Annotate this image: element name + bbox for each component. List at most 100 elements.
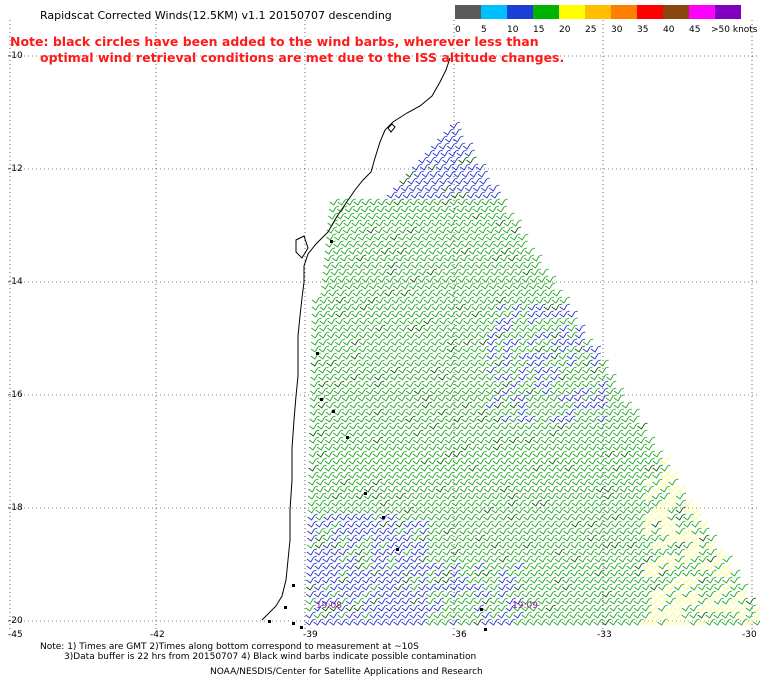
wind-barb: [472, 205, 484, 213]
legend-swatch: [715, 5, 741, 19]
wind-barb: [514, 569, 525, 577]
wind-barb: [603, 485, 615, 493]
wind-barb: [373, 240, 384, 248]
wind-barb: [511, 324, 522, 332]
wind-barb: [488, 205, 500, 213]
wind-barb: [628, 471, 639, 479]
wind-barb: [619, 513, 630, 521]
wind-barb: [505, 597, 517, 605]
wind-barb: [333, 394, 345, 402]
wind-barb: [380, 471, 391, 479]
wind-barb: [652, 450, 664, 458]
wind-barb: [514, 268, 525, 276]
wind-barb: [348, 464, 359, 472]
wind-barb: [410, 555, 421, 563]
wind-barb: [353, 618, 364, 626]
wind-barb: [409, 282, 420, 290]
wind-barb: [418, 576, 429, 584]
wind-barb: [425, 597, 437, 605]
wind-barb: [418, 156, 429, 164]
wind-barb: [455, 296, 467, 304]
wind-barb: [605, 408, 616, 416]
wind-barb: [490, 548, 502, 556]
wind-barb: [432, 212, 443, 220]
wind-barb: [444, 436, 456, 444]
wind-barb: [322, 268, 333, 276]
wind-barb: [555, 492, 567, 500]
wind-barb: [634, 534, 646, 542]
footer-note-1: Note: 1) Times are GMT 2)Times along bot…: [40, 642, 419, 652]
wind-barb: [413, 387, 425, 395]
wind-barb: [401, 282, 412, 290]
wind-barb: [306, 576, 317, 584]
wind-barb: [473, 611, 484, 619]
wind-barb: [375, 317, 386, 325]
wind-barb: [324, 443, 336, 451]
wind-barb: [665, 590, 677, 598]
wind-barb: [403, 261, 414, 269]
wind-barb: [331, 520, 342, 528]
wind-barb: [448, 289, 459, 297]
wind-barb: [588, 436, 600, 444]
wind-barb: [478, 380, 489, 388]
wind-barb: [459, 499, 471, 507]
wind-barb: [377, 282, 388, 290]
wind-barb: [427, 492, 439, 500]
wind-barb: [586, 534, 598, 542]
wind-barb: [588, 457, 599, 465]
wind-barb: [507, 527, 518, 535]
wind-barb: [344, 212, 355, 220]
wind-barb: [674, 576, 685, 584]
wind-barb: [398, 226, 410, 234]
wind-barb: [399, 303, 411, 311]
lon-label: -33: [597, 630, 612, 640]
wind-barb: [426, 268, 437, 276]
wind-barb: [542, 338, 554, 346]
wind-barb: [531, 513, 542, 521]
wind-barb: [450, 268, 461, 276]
wind-barb: [362, 541, 374, 549]
wind-barb: [332, 450, 344, 458]
wind-barb: [554, 576, 565, 584]
wind-barb: [705, 590, 717, 598]
wind-barb: [642, 534, 654, 542]
wind-barb: [414, 233, 425, 241]
wind-barb: [644, 478, 655, 486]
wind-barb: [389, 401, 401, 409]
wind-barb: [443, 128, 454, 136]
wind-barb: [451, 499, 463, 507]
wind-barb: [572, 443, 584, 451]
wind-barb: [457, 611, 468, 619]
wind-barb: [446, 226, 458, 234]
wind-barb: [658, 562, 669, 570]
wind-barb: [540, 464, 551, 472]
wind-barb: [683, 520, 694, 528]
wind-barb: [478, 352, 490, 360]
wind-barb: [410, 268, 421, 276]
wind-barb: [462, 373, 473, 381]
wind-barb: [409, 275, 421, 283]
wind-barb: [414, 352, 426, 360]
wind-barb: [376, 212, 387, 220]
wind-barb: [449, 604, 460, 612]
wind-barb: [358, 380, 369, 388]
wind-barb: [423, 177, 434, 185]
wind-barb: [445, 408, 456, 416]
wind-barb: [359, 296, 371, 304]
wind-barb: [404, 450, 416, 458]
wind-barb: [403, 499, 415, 507]
wind-barb: [338, 569, 349, 577]
wind-barb: [543, 317, 554, 325]
wind-barb: [582, 345, 594, 353]
wind-barb: [422, 233, 433, 241]
wind-barb: [476, 464, 487, 472]
wind-barb: [318, 366, 329, 374]
wind-barb: [443, 254, 455, 262]
wind-barb: [548, 464, 559, 472]
wind-barb: [332, 457, 343, 465]
wind-barb: [651, 527, 662, 535]
wind-barb: [514, 534, 526, 542]
wind-barb: [307, 520, 318, 528]
wind-barb: [635, 485, 647, 493]
wind-barb: [533, 387, 545, 395]
